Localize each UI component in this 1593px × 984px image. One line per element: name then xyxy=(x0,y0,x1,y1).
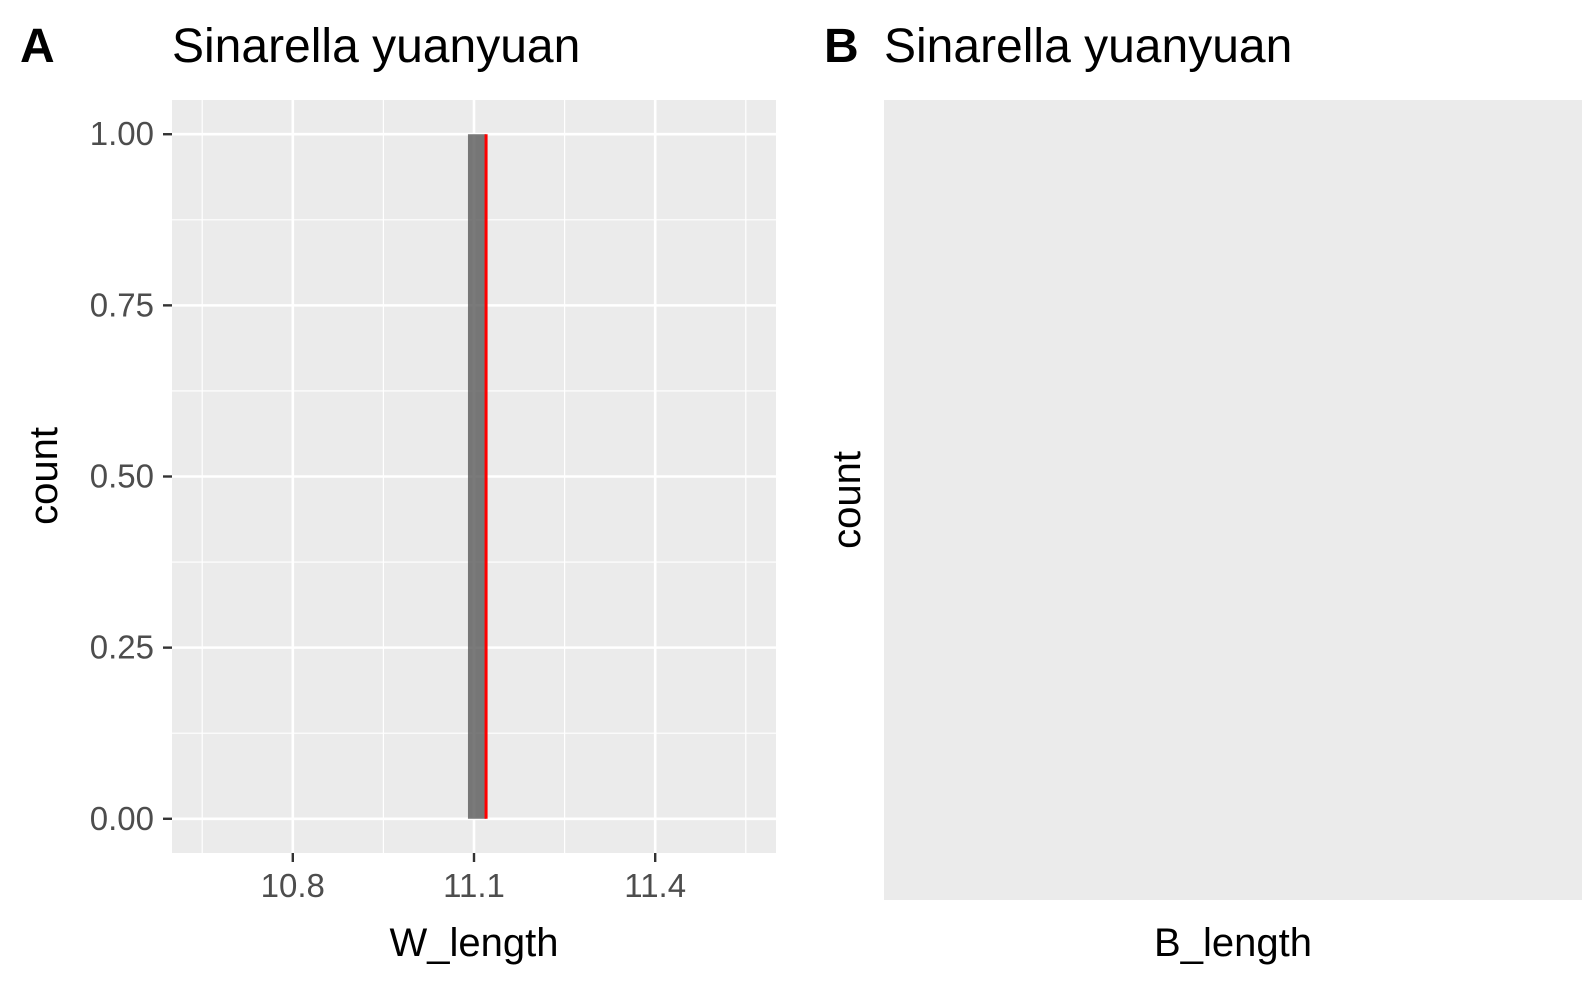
panel-a-x-tick-label: 11.4 xyxy=(624,867,686,904)
panel-a-x-tick-label: 11.1 xyxy=(443,867,505,904)
panel-a-title: Sinarella yuanyuan xyxy=(172,20,580,73)
panel-b: B Sinarella yuanyuan B_length count xyxy=(824,20,1582,965)
panel-b-title: Sinarella yuanyuan xyxy=(884,20,1292,73)
panel-a: A Sinarella yuanyuan 0.00 0.25 0.50 0.75 1.0… xyxy=(20,20,776,965)
panel-b-y-axis-title: count xyxy=(825,451,869,549)
panel-a-y-axis: 0.00 0.25 0.50 0.75 1.00 xyxy=(90,115,172,837)
panel-a-y-tick-label: 0.25 xyxy=(90,629,154,666)
panel-a-y-axis-title: count xyxy=(22,427,66,525)
panel-a-x-tick-label: 10.8 xyxy=(261,867,325,904)
panel-b-plot-background xyxy=(884,100,1582,900)
panel-a-x-axis: 10.8 11.1 11.4 xyxy=(261,853,686,904)
panel-a-bars xyxy=(467,134,487,819)
panel-a-y-tick-label: 0.50 xyxy=(90,458,154,495)
panel-a-y-tick-label: 1.00 xyxy=(90,115,154,152)
panel-b-x-axis-title: B_length xyxy=(1154,921,1312,965)
panel-a-tag: A xyxy=(20,20,55,73)
panel-a-y-tick-label: 0.75 xyxy=(90,286,154,323)
panel-b-tag: B xyxy=(824,20,859,73)
panel-a-histogram-bar xyxy=(467,134,487,819)
panel-a-y-tick-label: 0.00 xyxy=(90,800,154,837)
panel-a-x-axis-title: W_length xyxy=(390,921,559,965)
